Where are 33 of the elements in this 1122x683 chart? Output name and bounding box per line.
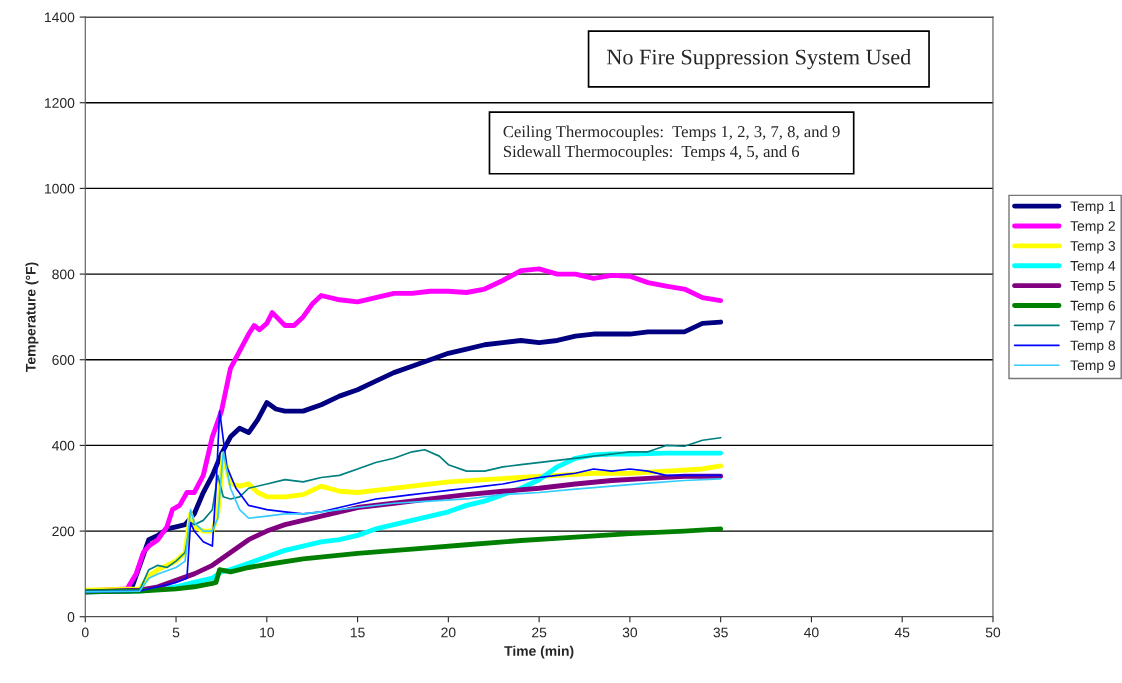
x-axis-title: Time (min): [504, 645, 574, 659]
x-tick-label: 45: [894, 627, 910, 638]
x-tick-label: 10: [260, 627, 274, 638]
legend-label: Temp 4: [1070, 261, 1116, 274]
legend-label: Temp 5: [1070, 280, 1116, 294]
y-tick-label: 1000: [45, 183, 75, 194]
legend-label: Temp 1: [1070, 201, 1115, 214]
x-tick-label: 5: [172, 627, 180, 638]
x-tick-label: 25: [532, 627, 547, 638]
x-tick-label: 50: [985, 627, 1001, 638]
annotation: Ceiling Thermocouples: Temps 1, 2, 3, 7, 8, and 9 Sidewall Thermocouples: Temps 4, 5, and 6: [503, 125, 840, 161]
x-tick-label: 0: [81, 627, 89, 638]
legend-label: Temp 3: [1070, 241, 1116, 254]
legend-label: Temp 8: [1070, 340, 1116, 354]
legend-label: Temp 9: [1070, 360, 1115, 373]
y-tick-label: 1400: [45, 12, 75, 23]
y-tick-label: 0: [67, 612, 75, 622]
x-tick-label: 30: [622, 627, 638, 638]
line-series: [85, 526, 724, 595]
y-axis-title: Temperature (°F): [25, 262, 39, 372]
y-tick-label: 800: [52, 269, 75, 280]
x-tick-label: 15: [350, 627, 365, 638]
x-tick-label: 20: [441, 627, 456, 638]
legend-label: Temp 6: [1070, 300, 1116, 314]
y-tick-label: 200: [52, 526, 75, 537]
y-tick-label: 600: [52, 355, 75, 365]
x-tick-label: 35: [713, 627, 728, 638]
annotation: No Fire Suppression System Used: [606, 48, 911, 70]
y-tick-label: 400: [52, 440, 75, 451]
legend-label: Temp 2: [1070, 221, 1115, 234]
legend-label: Temp 7: [1070, 320, 1115, 334]
y-tick-label: 1200: [45, 98, 75, 108]
x-tick-label: 40: [804, 627, 819, 638]
